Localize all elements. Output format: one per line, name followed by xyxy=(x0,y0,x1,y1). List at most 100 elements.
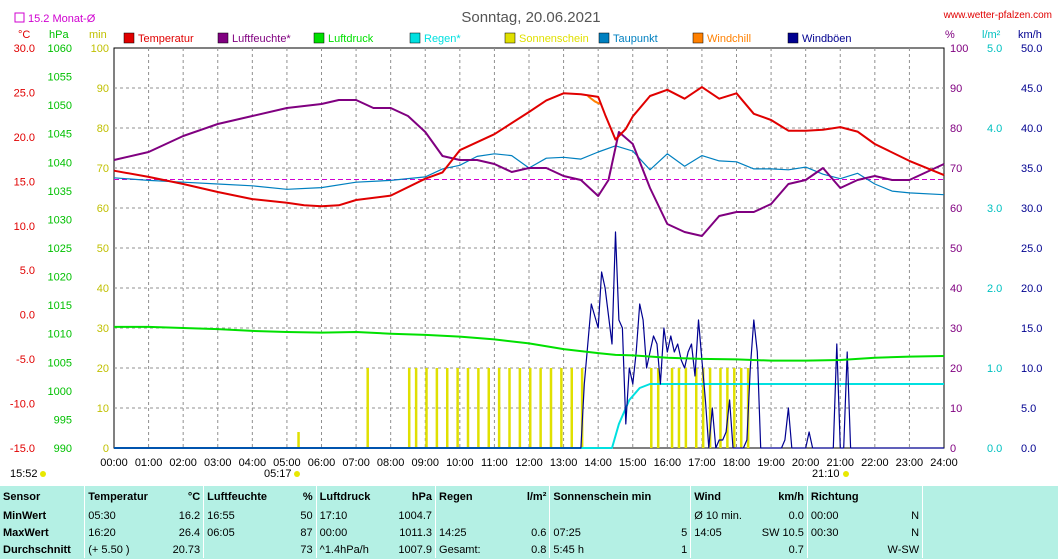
sun-time: 5:45 h xyxy=(549,541,655,558)
rain-value xyxy=(508,507,550,524)
x-tick-label: 12:00 xyxy=(515,457,543,469)
legend-label: Luftdruck xyxy=(328,33,374,45)
hdr-filler xyxy=(922,486,1058,507)
hdr-wind: Wind xyxy=(690,486,756,507)
hpa-tick-label: 1040 xyxy=(48,157,72,169)
sun-icon-corner xyxy=(40,471,46,477)
unit-wind: km/h xyxy=(1018,29,1042,41)
temp-tick-label: 30.0 xyxy=(14,43,35,55)
hdr-wind-unit: km/h xyxy=(778,490,804,503)
sunshine-bar xyxy=(677,368,681,448)
min-tick-label: 50 xyxy=(97,243,109,255)
x-tick-label: 01:00 xyxy=(135,457,163,469)
plot-area xyxy=(113,86,945,449)
min-tick-label: 100 xyxy=(91,43,109,55)
hpa-tick-label: 1015 xyxy=(48,300,72,312)
hpa-tick-label: 1025 xyxy=(48,243,72,255)
press-value: 1011.3 xyxy=(399,526,433,539)
hdr-press-unit: hPa xyxy=(411,490,433,503)
x-tick-label: 15:00 xyxy=(619,457,647,469)
temp-time: (+ 5.50 ) xyxy=(84,541,165,558)
hum-tick-label: 40 xyxy=(950,283,962,295)
sunshine-bar xyxy=(650,368,653,448)
hdr-dir-value xyxy=(881,486,923,507)
monthly-avg-icon xyxy=(14,12,25,23)
wind-tick-label: 0.0 xyxy=(1021,443,1036,455)
x-tick-label: 02:00 xyxy=(169,457,197,469)
dir-time: 00:00 xyxy=(806,507,881,524)
x-tick-label: 20:00 xyxy=(792,457,820,469)
sunshine-bar xyxy=(733,368,736,448)
min-tick-label: 30 xyxy=(97,323,109,335)
sunshine-bar xyxy=(549,368,553,448)
series-line-luftdruck xyxy=(114,325,945,362)
hpa-tick-label: 995 xyxy=(54,414,72,426)
temp-tick-label: 20.0 xyxy=(14,132,35,144)
row-filler xyxy=(922,507,1058,524)
sunshine-bar xyxy=(580,368,584,448)
sunshine-bar xyxy=(456,368,459,448)
dir-value: W-SW xyxy=(887,543,920,556)
hdr-sensor: Sensor xyxy=(3,490,41,503)
row-filler xyxy=(922,524,1058,541)
temp-value: 16.2 xyxy=(178,509,201,522)
hdr-hum-unit: % xyxy=(302,490,313,503)
rain-tick-label: 1.0 xyxy=(987,363,1002,375)
x-tick-label: 10:00 xyxy=(446,457,474,469)
x-tick-label: 17:00 xyxy=(688,457,716,469)
wind-tick-label: 35.0 xyxy=(1021,163,1042,175)
rain-tick-label: 4.0 xyxy=(987,123,1002,135)
hdr-temp-unit: °C xyxy=(187,490,201,503)
sunshine-bar xyxy=(425,368,428,448)
wind-tick-label: 5.0 xyxy=(1021,403,1036,415)
hum-tick-label: 20 xyxy=(950,363,962,375)
rain-tick-label: 0.0 xyxy=(987,443,1002,455)
wind-tick-label: 40.0 xyxy=(1021,123,1042,135)
rain-time xyxy=(435,507,508,524)
x-tick-label: 03:00 xyxy=(204,457,232,469)
wind-tick-label: 50.0 xyxy=(1021,43,1042,55)
wind-value: SW 10.5 xyxy=(761,526,804,539)
x-tick-label: 04:00 xyxy=(239,457,267,469)
statistics-panel: Sensor Temperatur °C Luftfeuchte % Luftd… xyxy=(0,486,1058,559)
wind-tick-label: 45.0 xyxy=(1021,83,1042,95)
sunshine-bar xyxy=(708,368,712,448)
press-time: ^1.4hPa/h xyxy=(315,541,390,558)
sun-value: 5 xyxy=(681,526,688,539)
hum-tick-label: 100 xyxy=(950,43,968,55)
unit-celsius: °C xyxy=(18,29,30,41)
min-tick-label: 20 xyxy=(97,363,109,375)
row-label: Durchschnitt xyxy=(3,543,71,556)
sunshine-bar xyxy=(739,368,743,448)
temp-tick-label: 25.0 xyxy=(14,87,35,99)
sun-value xyxy=(654,507,691,524)
hpa-tick-label: 990 xyxy=(54,443,72,455)
sunshine-bar xyxy=(487,368,490,448)
hdr-rain-unit: l/m² xyxy=(526,490,547,503)
website-label[interactable]: www.wetter-pfalzen.com xyxy=(943,10,1052,21)
hdr-sun-value xyxy=(654,486,691,507)
x-tick-label: 06:00 xyxy=(308,457,336,469)
hum-tick-label: 90 xyxy=(950,83,962,95)
statistics-table: Sensor Temperatur °C Luftfeuchte % Luftd… xyxy=(0,486,1058,558)
temp-tick-label: 5.0 xyxy=(20,265,35,277)
sunset-time: 21:10 xyxy=(812,468,840,480)
sunshine-bar xyxy=(719,368,722,448)
min-tick-label: 10 xyxy=(97,403,109,415)
sunshine-bar xyxy=(497,368,501,448)
sunshine-bar xyxy=(726,368,729,448)
legend-swatch xyxy=(598,32,610,44)
dir-time: 00:30 xyxy=(806,524,881,541)
min-tick-label: 0 xyxy=(103,443,109,455)
hdr-dir: Richtung xyxy=(806,486,881,507)
sun-value: 1 xyxy=(681,543,688,556)
sunshine-bar xyxy=(435,368,439,448)
grid xyxy=(114,48,944,448)
stats-row-max: MaxWert 16:20 26.4 06:05 87 00:00 1011.3… xyxy=(0,524,1058,541)
min-tick-label: 90 xyxy=(97,83,109,95)
wind-time xyxy=(690,541,756,558)
hdr-hum: Luftfeuchte xyxy=(203,486,279,507)
row-label: MaxWert xyxy=(3,526,49,539)
dir-value: N xyxy=(911,509,920,522)
hdr-rain: Regen xyxy=(435,486,508,507)
